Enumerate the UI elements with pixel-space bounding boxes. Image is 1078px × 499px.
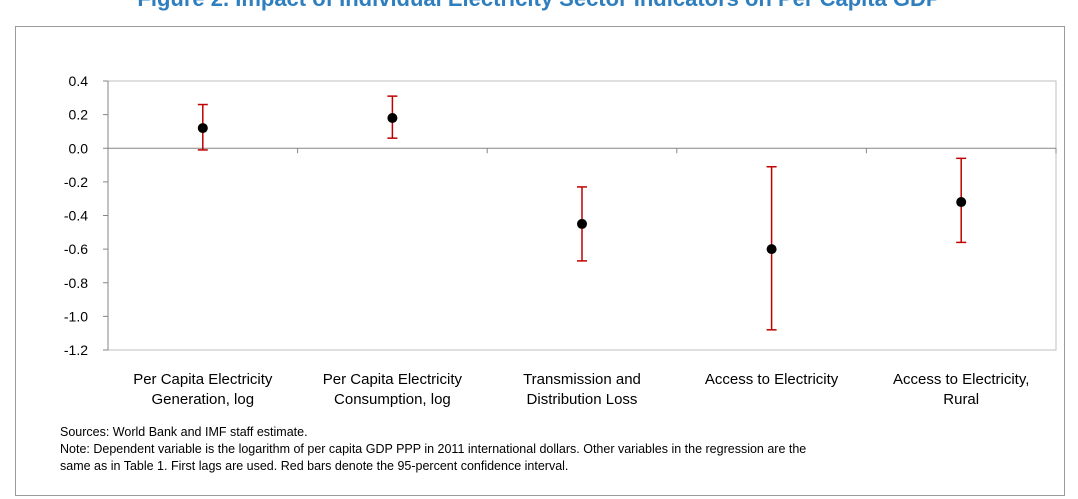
x-category-label: Per Capita Electricity [133,371,273,388]
x-category-label: Generation, log [152,391,255,408]
data-point [197,123,208,134]
sources-text: Sources: World Bank and IMF staff estima… [60,425,308,439]
y-tick-label: 0.4 [69,73,89,89]
x-category-label: Per Capita Electricity [323,371,463,388]
note-text-line1: Note: Dependent variable is the logarith… [60,442,807,456]
y-tick-label: -1.0 [64,308,88,324]
y-tick-label: -1.2 [64,342,88,358]
x-category-label: Distribution Loss [527,391,638,408]
x-category-label: Access to Electricity [705,371,839,388]
figure-title: Figure 2. Impact of Individual Electrici… [0,0,1078,16]
data-point [577,218,587,229]
y-tick-label: -0.6 [64,241,88,257]
y-tick-label: -0.8 [64,275,88,291]
figure-notes: Sources: World Bank and IMF staff estima… [60,424,1060,475]
x-category-label: Rural [943,391,979,408]
data-point [387,112,398,123]
x-category-label: Transmission and [523,371,641,388]
chart: 0.4 0.2 0.0 -0.2 -0.4 -0.6 -0.8 -1.0 -1.2 Per Cap… [64,73,1057,408]
x-category-label: Access to Electricity, [893,371,1029,388]
y-tick-label: -0.4 [64,208,88,224]
data-point [956,197,967,208]
y-tick-label: 0.2 [69,107,89,123]
y-tick-label: -0.2 [64,174,88,190]
y-tick-label: 0.0 [69,140,89,156]
figure-frame [15,26,1065,496]
note-text-line2: same as in Table 1. First lags are used.… [60,459,569,473]
data-point [766,244,777,255]
x-category-label: Consumption, log [334,391,451,408]
